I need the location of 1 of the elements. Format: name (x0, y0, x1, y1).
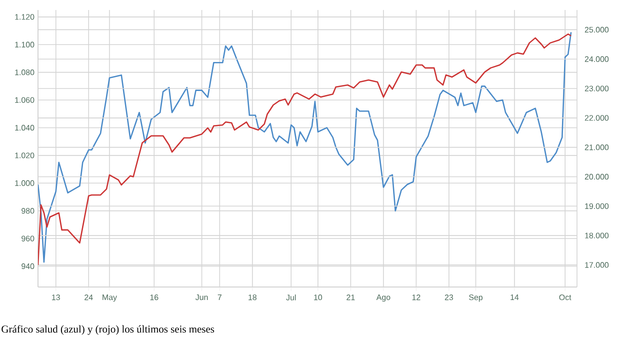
text: Gráfico salud (azul) y (rojo) los últimos seis meses (2, 325, 214, 335)
